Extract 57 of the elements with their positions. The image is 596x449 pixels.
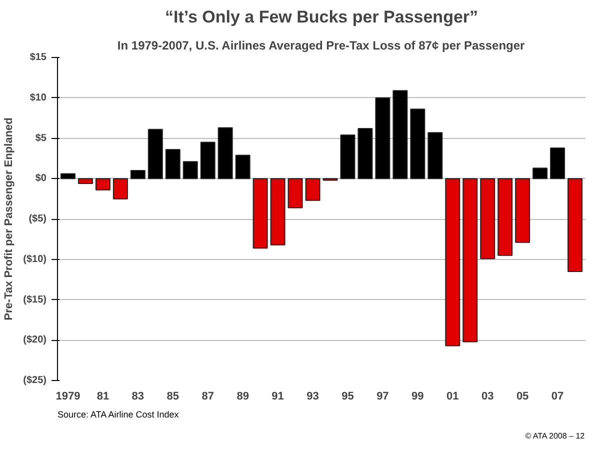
y-tick-label: ($5) bbox=[28, 214, 47, 224]
bar bbox=[235, 154, 250, 180]
bar bbox=[270, 178, 286, 246]
bar bbox=[515, 178, 530, 243]
bar bbox=[462, 178, 478, 342]
bar bbox=[428, 132, 443, 180]
x-tick-label: 87 bbox=[202, 390, 214, 402]
y-axis-title: Pre-Tax Profit per Passenger Enplaned bbox=[3, 118, 16, 320]
bar bbox=[410, 108, 426, 180]
bar bbox=[375, 97, 390, 180]
bar bbox=[148, 128, 163, 180]
x-tick-label: 81 bbox=[96, 390, 110, 402]
bar bbox=[200, 142, 216, 180]
chart-title: “It’s Only a Few Bucks per Passenger” bbox=[164, 8, 478, 26]
x-tick-label: 99 bbox=[412, 390, 424, 402]
bar bbox=[252, 178, 268, 249]
bar bbox=[568, 178, 583, 272]
bar bbox=[445, 178, 460, 346]
bar bbox=[288, 178, 303, 208]
bar bbox=[78, 178, 93, 184]
bar bbox=[480, 178, 496, 260]
x-tick-label: 1979 bbox=[56, 390, 80, 402]
bar bbox=[340, 134, 356, 180]
x-tick-label: 93 bbox=[306, 390, 319, 402]
bar bbox=[182, 161, 198, 180]
bar bbox=[532, 168, 548, 180]
x-tick-label: 03 bbox=[481, 390, 494, 402]
y-tick-label: $15 bbox=[30, 52, 47, 63]
x-tick-label: 83 bbox=[132, 390, 144, 402]
y-tick-label: $0 bbox=[35, 173, 47, 184]
chart-subtitle: In 1979-2007, U.S. Airlines Averaged Pre-Tax Loss of 87¢ per Passenger bbox=[117, 38, 526, 52]
bar bbox=[550, 147, 566, 180]
bar bbox=[305, 178, 320, 201]
bar bbox=[392, 90, 408, 180]
y-tick-label: ($20) bbox=[23, 334, 47, 346]
bar bbox=[165, 149, 180, 180]
y-tick-label: ($15) bbox=[23, 294, 47, 306]
bar bbox=[358, 128, 373, 180]
x-tick-label: 97 bbox=[376, 390, 389, 402]
y-tick-label: $5 bbox=[35, 132, 47, 144]
x-tick-label: 07 bbox=[551, 390, 564, 402]
bar bbox=[498, 178, 513, 256]
y-tick-label: ($25) bbox=[23, 375, 47, 386]
x-tick-label: 91 bbox=[272, 390, 284, 402]
x-tick-label: 01 bbox=[446, 390, 459, 402]
y-tick-label: $10 bbox=[30, 92, 47, 104]
x-tick-label: 85 bbox=[166, 390, 180, 402]
bar bbox=[130, 170, 146, 180]
x-tick-label: 95 bbox=[342, 390, 354, 402]
bar bbox=[95, 178, 110, 190]
bar bbox=[218, 127, 233, 180]
x-tick-label: 05 bbox=[516, 390, 529, 402]
text: © ATA 2008 – 12 bbox=[525, 432, 586, 440]
bar bbox=[112, 178, 128, 200]
x-tick-label: 89 bbox=[236, 390, 249, 402]
y-tick-label: ($10) bbox=[23, 254, 47, 265]
source-note: Source: ATA Airline Cost Index bbox=[58, 410, 180, 420]
